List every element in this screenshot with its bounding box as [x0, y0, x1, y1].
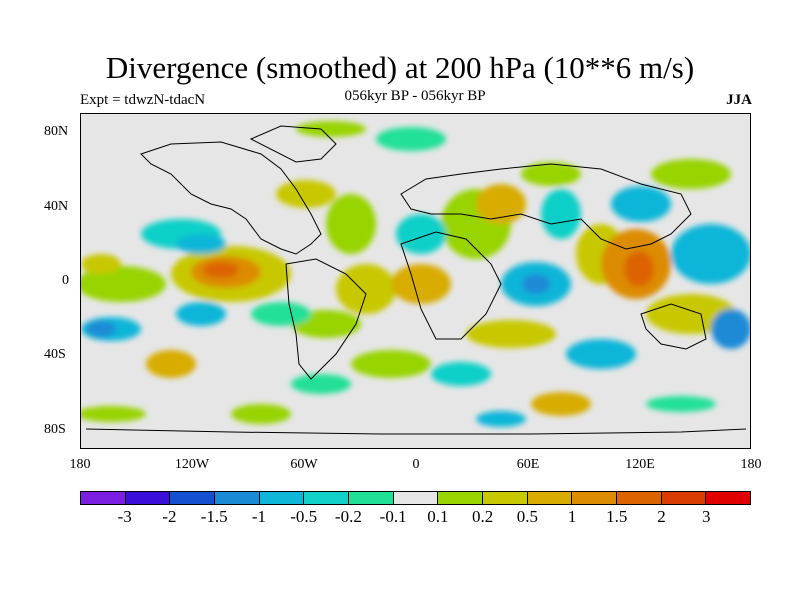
colorbar-label: -1.5 — [200, 507, 228, 526]
colorbar-swatch — [81, 492, 126, 504]
lon-tick: 180 — [740, 457, 762, 472]
colorbar — [80, 491, 751, 505]
colorbar-swatch — [572, 492, 618, 504]
colorbar-swatch — [393, 492, 439, 504]
colorbar-label: 0.1 — [427, 507, 449, 526]
lat-tick: 0 — [62, 273, 69, 288]
colorbar-label: 1 — [567, 507, 577, 526]
lon-tick: 60W — [290, 457, 318, 472]
period-label: 056kyr BP - 056kyr BP — [344, 88, 486, 104]
colorbar-swatch — [170, 492, 216, 504]
colorbar-swatch — [349, 492, 394, 504]
lat-tick: 80S — [44, 422, 66, 437]
colorbar-label: -0.2 — [334, 507, 362, 526]
colorbar-label: -1 — [251, 507, 267, 526]
colorbar-swatch — [617, 492, 662, 504]
divergence-field — [81, 114, 750, 448]
colorbar-label: 2 — [657, 507, 666, 526]
colorbar-label: 1.5 — [606, 507, 628, 526]
colorbar-swatch — [304, 492, 350, 504]
colorbar-swatch — [125, 492, 171, 504]
colorbar-label: 3 — [702, 507, 711, 526]
colorbar-swatch — [527, 492, 573, 504]
coastlines — [85, 125, 747, 435]
colorbar-label: -0.1 — [379, 507, 407, 526]
colorbar-label: 0.5 — [516, 507, 538, 526]
lon-tick: 180 — [69, 457, 91, 472]
colorbar-swatch — [483, 492, 528, 504]
lon-tick: 0 — [412, 457, 420, 472]
lon-tick: 120E — [625, 457, 655, 472]
map-title: Divergence (smoothed) at 200 hPa (10**6 … — [105, 50, 695, 85]
season-label: JJA — [726, 92, 752, 108]
colorbar-swatch — [259, 492, 305, 504]
colorbar-swatch — [438, 492, 484, 504]
lon-tick: 120W — [174, 457, 210, 472]
colorbar-label: -0.5 — [290, 507, 318, 526]
colorbar-swatch — [215, 492, 260, 504]
lat-tick: 80N — [44, 124, 69, 139]
lat-tick: 40N — [44, 199, 69, 214]
lon-tick: 60E — [516, 457, 540, 472]
contour-blobs — [81, 121, 750, 427]
colorbar-swatch — [661, 492, 707, 504]
colorbar-label: -3 — [117, 507, 132, 526]
colorbar-label: -2 — [162, 507, 177, 526]
experiment-label: Expt = tdwzN-tdacN — [80, 92, 206, 108]
map-plot-area — [80, 113, 751, 449]
lat-tick: 40S — [44, 347, 66, 362]
colorbar-swatch — [706, 492, 751, 504]
colorbar-label: 0.2 — [471, 507, 494, 526]
